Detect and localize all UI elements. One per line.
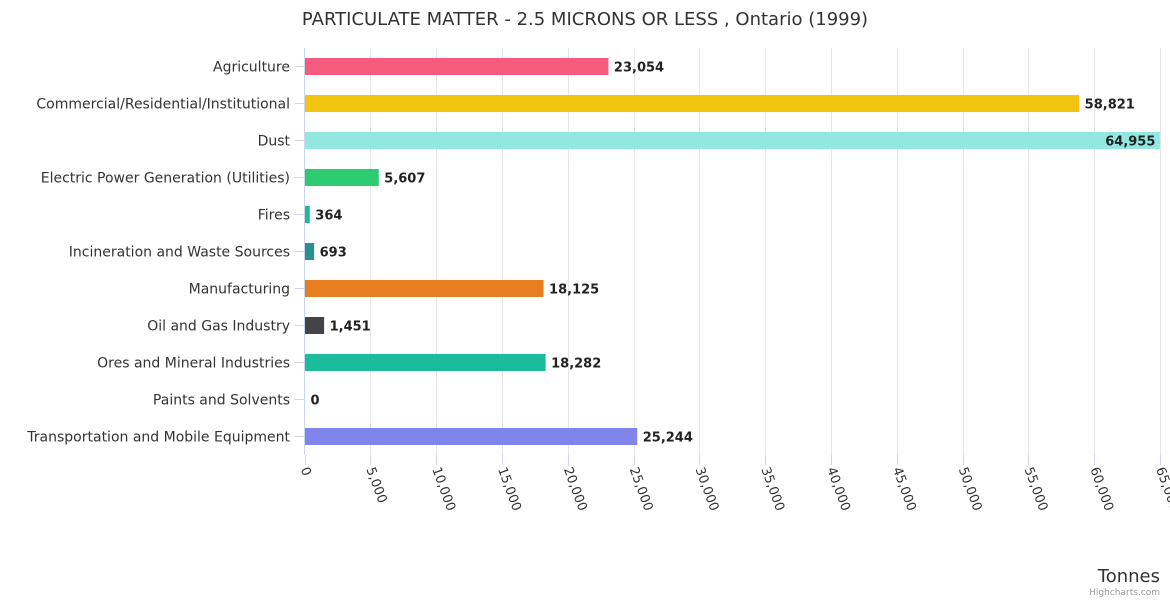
bar[interactable] xyxy=(305,132,1160,149)
category-label: Transportation and Mobile Equipment xyxy=(26,430,290,446)
bar[interactable] xyxy=(305,169,379,186)
data-label: 5,607 xyxy=(384,172,425,187)
bar[interactable] xyxy=(305,280,544,297)
category-label: Ores and Mineral Industries xyxy=(97,356,290,372)
data-labels: 23,054 58,821 64,955 5,607 364 693 18,125 1,451… xyxy=(311,61,1156,446)
category-label: Oil and Gas Industry xyxy=(147,319,290,335)
bar[interactable] xyxy=(305,243,315,260)
bar[interactable] xyxy=(305,428,638,445)
category-label: Fires xyxy=(258,208,290,224)
category-label: Manufacturing xyxy=(189,282,290,298)
gridlines xyxy=(305,48,1161,465)
category-label: Paints and Solvents xyxy=(153,393,290,409)
category-label: Electric Power Generation (Utilities) xyxy=(41,171,290,187)
data-label: 18,282 xyxy=(551,357,601,372)
category-axis xyxy=(294,48,305,455)
bars xyxy=(305,58,1160,445)
bar[interactable] xyxy=(305,206,310,223)
data-label: 18,125 xyxy=(549,283,599,298)
data-label: 23,054 xyxy=(614,61,664,76)
bar[interactable] xyxy=(305,58,609,75)
chart-title: PARTICULATE MATTER - 2.5 MICRONS OR LESS… xyxy=(302,9,868,30)
category-label: Incineration and Waste Sources xyxy=(69,245,290,261)
bar[interactable] xyxy=(305,317,325,334)
data-label: 64,955 xyxy=(1105,135,1155,150)
category-labels: Agriculture Commercial/Residential/Instit… xyxy=(26,60,290,446)
bar[interactable] xyxy=(305,354,546,371)
bar[interactable] xyxy=(305,95,1080,112)
credits-link[interactable]: Highcharts.com xyxy=(1089,588,1160,598)
data-label: 364 xyxy=(315,209,342,224)
data-label: 58,821 xyxy=(1085,98,1135,113)
data-label: 693 xyxy=(320,246,347,261)
category-label: Commercial/Residential/Institutional xyxy=(36,97,290,113)
value-axis-title: Tonnes xyxy=(1097,566,1160,587)
data-label: 25,244 xyxy=(643,431,693,446)
data-label: 1,451 xyxy=(330,320,371,335)
data-label: 0 xyxy=(311,394,320,409)
category-label: Agriculture xyxy=(213,60,290,76)
category-label: Dust xyxy=(258,134,291,150)
